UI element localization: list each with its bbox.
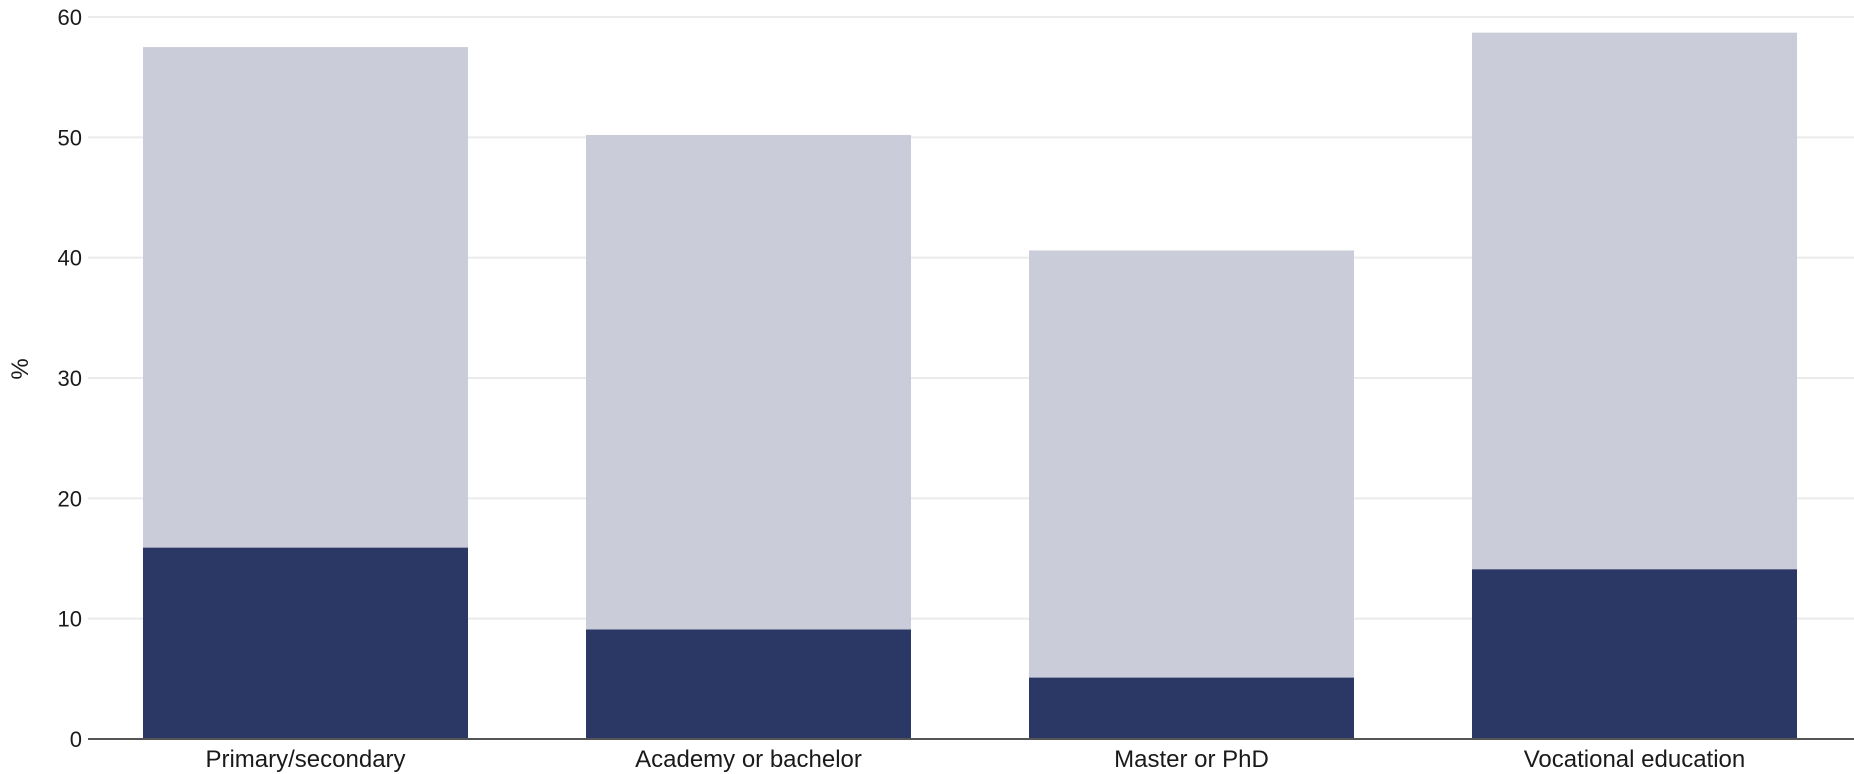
bar-series-2-1 xyxy=(586,629,911,739)
y-tick-label: 0 xyxy=(70,727,82,752)
y-axis-title: % xyxy=(7,358,34,379)
x-tick-label: Vocational education xyxy=(1524,746,1746,773)
bar-series-2-2 xyxy=(1029,677,1354,739)
bar-series-2-3 xyxy=(1472,569,1797,739)
y-tick-label: 50 xyxy=(58,125,82,150)
bar-series-2-0 xyxy=(143,547,468,739)
y-tick-label: 10 xyxy=(58,607,82,632)
x-tick-label: Master or PhD xyxy=(1114,746,1269,773)
bars xyxy=(143,32,1797,740)
x-tick-label: Primary/secondary xyxy=(205,746,405,773)
y-tick-label: 30 xyxy=(58,366,82,391)
axes: 0 10 20 30 40 50 60 Primary/secondary Academy or… xyxy=(58,5,1854,773)
y-tick-label: 20 xyxy=(58,486,82,511)
y-tick-label: 60 xyxy=(58,5,82,30)
y-tick-label: 40 xyxy=(58,246,82,271)
x-tick-label: Academy or bachelor xyxy=(635,746,862,773)
bar-series-1-2 xyxy=(1029,250,1354,740)
